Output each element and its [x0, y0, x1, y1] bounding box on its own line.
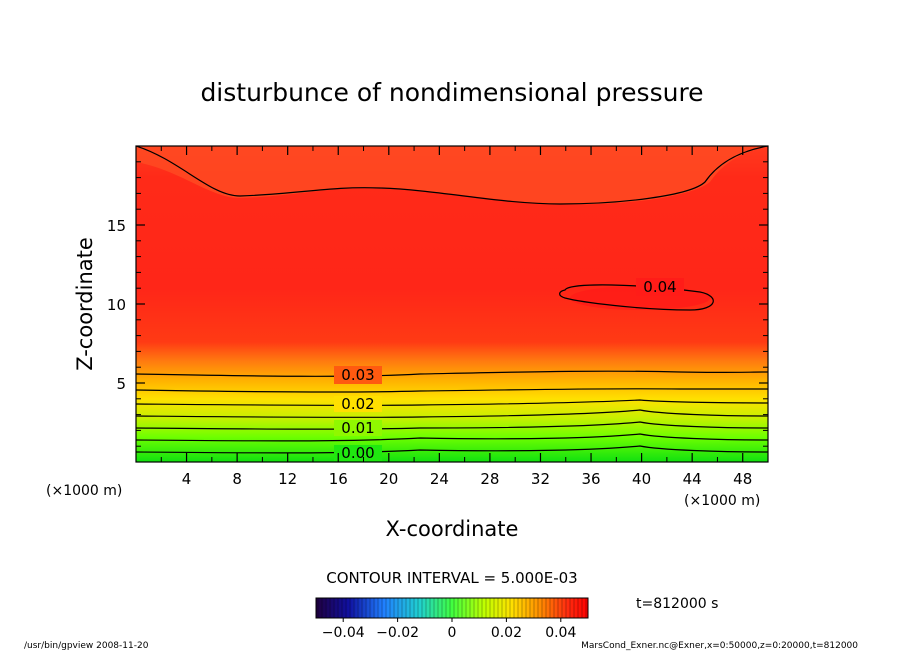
- x-unit-left: (×1000 m): [46, 483, 122, 499]
- contour-000: [136, 445, 768, 454]
- contour-025: [136, 388, 768, 393]
- x-tick-label: 8: [232, 470, 242, 488]
- colorbar-tick-label: −0.02: [376, 625, 419, 641]
- contour-labels: 0.04 0.03 0.02 0.01 0.00: [334, 278, 684, 462]
- colorbar: [315, 597, 589, 619]
- x-ticks: 4 8 12 16 20 24 28 32 36 40 44 48: [160, 146, 752, 488]
- contour-upper: [136, 146, 768, 205]
- x-tick-label: 40: [632, 470, 651, 488]
- x-tick-label: 28: [480, 470, 499, 488]
- contour-label-002: 0.02: [341, 395, 374, 413]
- contour-020: [136, 399, 768, 407]
- colorbar-tick-label: 0.04: [545, 625, 576, 641]
- x-unit-right: (×1000 m): [684, 493, 760, 509]
- y-tick-label: 5: [116, 375, 126, 393]
- colorbar-ticks: −0.04 −0.02 0 0.02 0.04: [322, 618, 576, 641]
- contour-015: [136, 409, 768, 419]
- footer-source: MarsCond_Exner.nc@Exner,x=0:50000,z=0:20…: [581, 641, 858, 651]
- y-tick-label: 10: [107, 296, 126, 314]
- x-tick-label: 32: [531, 470, 550, 488]
- contour-005: [136, 433, 768, 442]
- y-tick-label: 15: [107, 217, 126, 235]
- upper-band: [136, 146, 768, 205]
- contour-030: [136, 370, 768, 377]
- x-tick-label: 36: [581, 470, 600, 488]
- contour-interval: CONTOUR INTERVAL = 5.000E-03: [326, 569, 577, 587]
- colorbar-tick-label: 0: [448, 625, 457, 641]
- contour-label-004: 0.04: [643, 278, 676, 296]
- y-axis-label: Z-coordinate: [73, 237, 97, 371]
- x-axis-label: X-coordinate: [386, 517, 519, 541]
- colorbar-stripes: [317, 598, 587, 618]
- y-ticks: 5 10 15: [107, 161, 768, 447]
- contour-label-003: 0.03: [341, 366, 374, 384]
- time-label: t=812000 s: [636, 596, 718, 612]
- contour-lines: [136, 146, 768, 454]
- x-tick-label: 44: [683, 470, 702, 488]
- x-tick-label: 20: [379, 470, 398, 488]
- contour-label-000: 0.00: [341, 444, 374, 462]
- x-tick-label: 16: [329, 470, 348, 488]
- contour-max: [559, 284, 714, 311]
- footer-program: /usr/bin/gpview 2008-11-20: [24, 641, 149, 651]
- contour-label-001: 0.01: [341, 419, 374, 437]
- x-tick-label: 4: [182, 470, 192, 488]
- x-tick-label: 12: [278, 470, 297, 488]
- x-tick-label: 48: [733, 470, 752, 488]
- x-tick-label: 24: [430, 470, 449, 488]
- colorbar-tick-label: −0.04: [322, 625, 365, 641]
- colorbar-tick-label: 0.02: [491, 625, 522, 641]
- contour-010: [136, 421, 768, 430]
- chart-title: disturbunce of nondimensional pressure: [200, 78, 703, 107]
